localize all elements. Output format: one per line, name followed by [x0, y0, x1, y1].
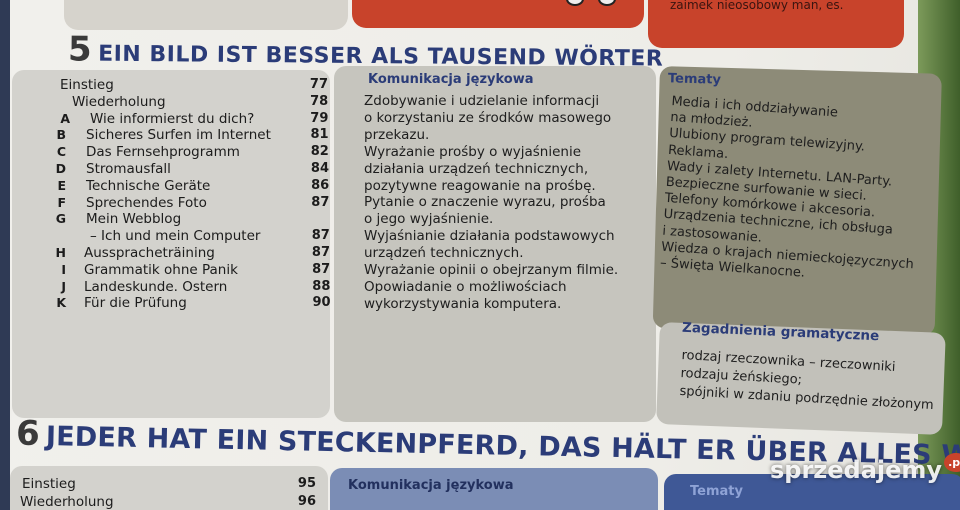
body-line: Wyrażanie opinii o obejrzanym filmie.: [364, 262, 619, 278]
body-line: o jego wyjaśnienie.: [364, 211, 494, 228]
toc-entry-page: 81: [310, 127, 329, 143]
body-line: wykorzystywania komputera.: [364, 295, 562, 312]
body-line: Pytanie o znaczenie wyrazu, prośba: [364, 194, 606, 211]
toc-entry-letter: G: [55, 211, 66, 227]
toc-entry-page: 87: [311, 228, 330, 244]
toc-entry-page: 84: [310, 161, 329, 176]
watermark-logo: sprzedajemy.pl: [770, 453, 960, 484]
toc-entry-page: 82: [310, 144, 329, 160]
komunikacja-panel: [334, 66, 656, 422]
toc-row: J Landeskunde. Ostern 88: [0, 279, 330, 296]
toc-entry-text: Wiederholung: [20, 494, 114, 510]
toc-entry-text: Stromausfall: [86, 161, 171, 177]
toc-row: Einstieg 77: [0, 77, 330, 94]
prev-unit-red-panel: [352, 0, 644, 28]
prev-unit-note: zaimek nieosobowy man, es.: [670, 0, 844, 12]
toc-entry-letter: E: [57, 177, 66, 193]
toc-row: F Sprechendes Foto 87: [0, 195, 330, 212]
toc-panel: [12, 70, 330, 418]
body-line: Zdobywanie i udzielanie informacji: [364, 93, 600, 109]
toc-row: D Stromausfall 84: [0, 161, 330, 178]
toc-entry-letter: H: [55, 245, 66, 260]
toc-row: Wiederholung 96: [0, 494, 330, 510]
toc-entry-page: 87: [311, 194, 330, 210]
toc-entry-letter: K: [56, 295, 66, 311]
tematy-title-unit-6: Tematy: [690, 484, 743, 499]
body-line: działania urządzeń technicznych,: [364, 160, 589, 177]
page-edge-left: [0, 0, 10, 510]
body-line: urządzeń technicznych.: [364, 245, 524, 262]
toc-row: C Das Fernsehprogramm 82: [0, 144, 330, 161]
toc-entry-letter: J: [61, 278, 66, 294]
toc-entry-text: Das Fernsehprogramm: [86, 144, 240, 161]
toc-entry-text: Für die Prüfung: [84, 295, 187, 312]
toc-entry-letter: F: [57, 194, 66, 210]
toc-row: A Wie informierst du dich? 79: [0, 111, 330, 128]
watermark-tld: .pl: [944, 453, 960, 472]
toc-entry-text: Technische Geräte: [86, 177, 211, 194]
tematy-panel-unit-6: [664, 474, 960, 510]
body-line: Wyrażanie prośby o wyjaśnienie: [364, 143, 582, 160]
toc-entry-page: 87: [312, 261, 331, 277]
toc-row: E Technische Geräte 86: [0, 178, 330, 195]
toc-entry-letter: C: [56, 144, 66, 160]
watermark-text: sprzedajemy: [770, 456, 943, 484]
toc-row: Wiederholung 78: [0, 94, 330, 111]
toc-entry-page: 96: [297, 494, 316, 509]
prev-unit-toc-panel: [64, 0, 348, 30]
toc-row: B Sicheres Surfen im Internet 81: [0, 127, 330, 144]
toc-entry-text: Sprechendes Foto: [86, 194, 207, 211]
body-line: pozytywne reagowanie na prośbę.: [364, 177, 596, 194]
toc-entry-text: Sicheres Surfen im Internet: [86, 127, 271, 144]
toc-entry-page: 79: [310, 110, 329, 126]
toc-entry-letter: B: [56, 127, 66, 143]
toc-entry-letter: D: [55, 161, 66, 176]
komunikacja-panel-unit-6: [330, 468, 658, 510]
komunikacja-title: Komunikacja językowa: [368, 72, 534, 87]
komunikacja-title-unit-6: Komunikacja językowa: [348, 478, 514, 493]
toc-entry-page: 78: [310, 93, 329, 109]
body-line: Opowiadanie o możliwościach: [364, 278, 567, 295]
body-line: przekazu.: [364, 126, 430, 143]
tematy-title: Tematy: [667, 71, 722, 88]
toc-entry-text: Wiederholung: [72, 93, 166, 110]
toc-entry-page: 87: [311, 245, 330, 260]
body-line: spójniki w zdaniu podrzędnie złożonym: [679, 383, 935, 414]
toc-entry-text: Mein Webblog: [86, 211, 182, 228]
unit-number: 6: [15, 413, 41, 454]
body-line: Wyjaśnianie działania podstawowych: [364, 228, 615, 245]
body-line: o korzystaniu ze środków masowego: [364, 109, 612, 126]
toc-row: – Ich und mein Computer 87: [0, 228, 330, 245]
toc-row: H Ausspracheträining 87: [0, 245, 330, 262]
toc-entry-text: Einstieg: [22, 476, 76, 492]
toc-entry-letter: I: [61, 261, 66, 277]
toc-entry-text: – Ich und mein Computer: [90, 228, 261, 245]
toc-entry-page: 90: [312, 295, 331, 311]
toc-entry-page: 95: [297, 476, 316, 491]
shoe-icon: [566, 0, 584, 6]
toc-row: I Grammatik ohne Panik 87: [0, 262, 330, 279]
unit-number: 5: [67, 29, 93, 70]
toc-entry-letter: A: [60, 110, 70, 126]
toc-entry-text: Wie informierst du dich?: [90, 110, 255, 127]
toc-row: K Für die Prüfung 90: [0, 295, 330, 312]
toc-entry-page: 88: [312, 278, 331, 294]
tematy-list: Media i ich oddziaływanie na młodzież. Ulu…: [657, 94, 941, 322]
toc-row: Einstieg 95: [0, 476, 330, 493]
toc-entry-page: 86: [311, 177, 330, 193]
toc-panel-unit-6: [10, 466, 328, 510]
shoe-icon: [598, 0, 616, 6]
prev-unit-grammar-panel: zaimek nieosobowy man, es.: [648, 0, 904, 48]
toc-entry-text: Landeskunde. Ostern: [84, 278, 228, 295]
toc-row: G Mein Webblog: [0, 211, 330, 228]
toc-entry-text: Ausspracheträining: [84, 245, 215, 261]
toc-entry-page: 77: [309, 77, 328, 92]
toc-entry-text: Einstieg: [60, 77, 114, 93]
toc-entry-text: Grammatik ohne Panik: [84, 261, 238, 278]
